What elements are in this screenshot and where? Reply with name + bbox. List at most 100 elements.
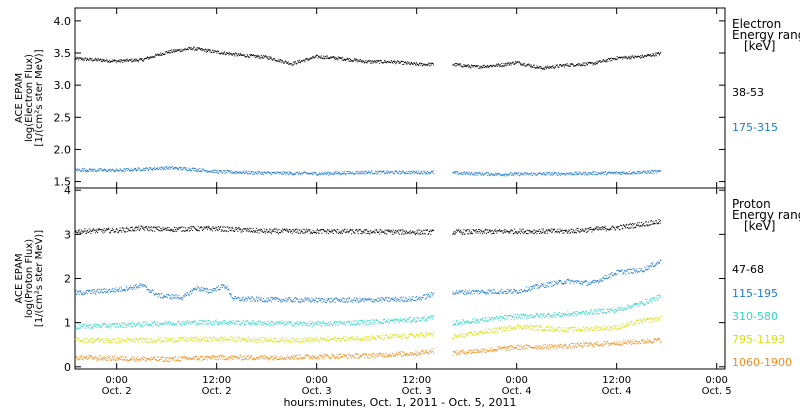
- data-point: [580, 229, 581, 230]
- data-point: [129, 230, 130, 231]
- data-point: [143, 229, 144, 230]
- data-point: [188, 168, 189, 169]
- data-point: [587, 64, 588, 65]
- data-point: [579, 232, 580, 233]
- data-point: [454, 64, 455, 65]
- data-point: [282, 232, 283, 233]
- data-point: [106, 326, 107, 327]
- data-point: [462, 290, 463, 291]
- data-point: [169, 324, 170, 325]
- data-point: [540, 66, 541, 67]
- data-point: [483, 67, 484, 68]
- data-point: [534, 286, 535, 287]
- data-point: [520, 292, 521, 293]
- data-point: [202, 227, 203, 228]
- data-point: [237, 228, 238, 229]
- data-point: [330, 298, 331, 299]
- data-point: [473, 67, 474, 68]
- data-point: [115, 324, 116, 325]
- data-point: [252, 323, 253, 324]
- data-point: [514, 290, 515, 291]
- data-point: [347, 231, 348, 232]
- data-point: [546, 282, 547, 283]
- data-point: [174, 167, 175, 168]
- data-point: [256, 324, 257, 325]
- data-point: [507, 319, 508, 320]
- data-point: [347, 173, 348, 174]
- data-point: [216, 321, 217, 322]
- data-point: [222, 173, 223, 174]
- data-point: [325, 58, 326, 59]
- data-point: [628, 174, 629, 175]
- data-point: [494, 230, 495, 231]
- data-point: [379, 231, 380, 232]
- data-point: [174, 51, 175, 52]
- data-point: [193, 288, 194, 289]
- data-point: [397, 231, 398, 232]
- data-point: [494, 233, 495, 234]
- data-point: [359, 297, 360, 298]
- data-point: [261, 229, 262, 230]
- data-point: [87, 326, 88, 327]
- data-point: [130, 227, 131, 228]
- data-point: [562, 283, 563, 284]
- data-point: [255, 57, 256, 58]
- data-point: [178, 297, 179, 298]
- data-point: [132, 287, 133, 288]
- data-point: [280, 172, 281, 173]
- data-point: [475, 230, 476, 231]
- data-point: [645, 221, 646, 222]
- data-point: [484, 293, 485, 294]
- data-point: [106, 325, 107, 326]
- data-point: [531, 173, 532, 174]
- data-point: [175, 325, 176, 326]
- data-point: [523, 233, 524, 234]
- data-point: [139, 169, 140, 170]
- data-point: [232, 55, 233, 56]
- data-point: [632, 225, 633, 226]
- data-point: [269, 172, 270, 173]
- data-point: [264, 321, 265, 322]
- data-point: [509, 231, 510, 232]
- data-point: [278, 233, 279, 234]
- data-point: [429, 297, 430, 298]
- data-point: [103, 324, 104, 325]
- data-point: [331, 323, 332, 324]
- data-point: [541, 68, 542, 69]
- data-point: [321, 302, 322, 303]
- data-point: [423, 318, 424, 319]
- data-point: [604, 227, 605, 228]
- data-point: [308, 60, 309, 61]
- data-point: [297, 172, 298, 173]
- data-point: [331, 302, 332, 303]
- data-point: [368, 233, 369, 234]
- data-point: [655, 54, 656, 55]
- data-point: [509, 64, 510, 65]
- data-point: [413, 296, 414, 297]
- data-point: [512, 230, 513, 231]
- data-point: [200, 320, 201, 321]
- data-point: [329, 298, 330, 299]
- data-point: [626, 172, 627, 173]
- data-point: [149, 324, 150, 325]
- data-point: [248, 297, 249, 298]
- data-point: [591, 229, 592, 230]
- data-point: [97, 232, 98, 233]
- data-point: [361, 171, 362, 172]
- data-point: [236, 321, 237, 322]
- data-point: [187, 230, 188, 231]
- data-point: [149, 58, 150, 59]
- data-point: [352, 173, 353, 174]
- data-point: [150, 229, 151, 230]
- data-point: [171, 230, 172, 231]
- data-point: [626, 224, 627, 225]
- data-point: [396, 299, 397, 300]
- data-point: [213, 288, 214, 289]
- data-point: [195, 288, 196, 289]
- data-point: [624, 226, 625, 227]
- data-point: [385, 230, 386, 231]
- data-point: [230, 293, 231, 294]
- data-point: [313, 299, 314, 300]
- data-point: [629, 58, 630, 59]
- data-point: [111, 291, 112, 292]
